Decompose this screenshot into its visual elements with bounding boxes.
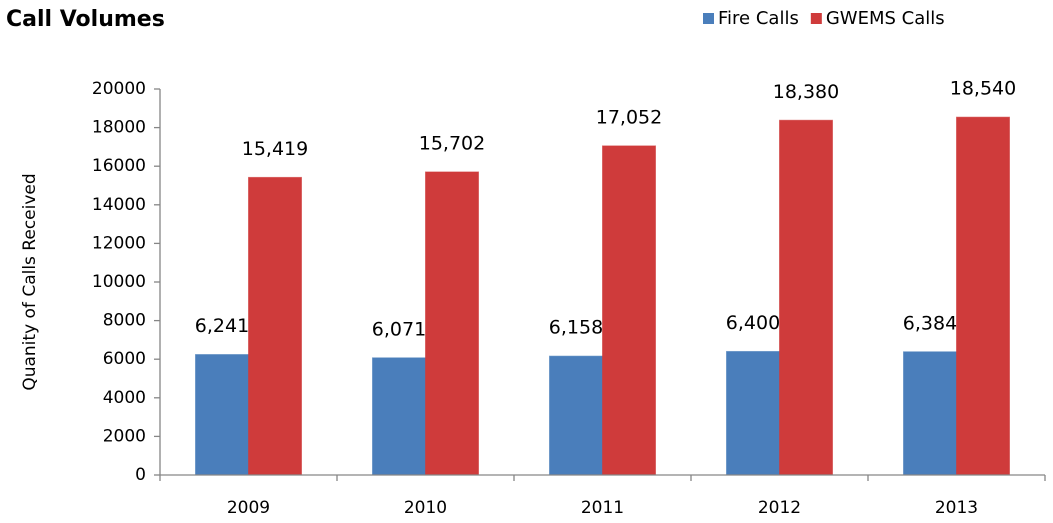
value-label: 18,540	[950, 78, 1016, 100]
y-tick-label: 4000	[103, 388, 146, 408]
y-axis-title: Quanity of Calls Received	[20, 173, 40, 390]
x-tick-label: 2009	[227, 498, 270, 518]
x-tick-label: 2012	[758, 498, 801, 518]
value-label: 6,071	[372, 318, 426, 340]
legend-label: Fire Calls	[718, 8, 799, 29]
legend-label: GWEMS Calls	[826, 8, 945, 29]
y-tick-label: 16000	[92, 156, 146, 176]
y-tick-label: 12000	[92, 233, 146, 253]
value-label: 6,241	[195, 315, 249, 337]
y-tick-label: 0	[135, 465, 146, 485]
value-label: 6,400	[726, 312, 780, 334]
bar	[248, 176, 302, 476]
bar	[956, 116, 1010, 476]
y-tick-label: 20000	[92, 79, 146, 99]
bar	[903, 351, 957, 476]
bar	[779, 119, 833, 476]
bar	[372, 357, 426, 476]
x-tick-label: 2013	[935, 498, 978, 518]
y-tick-label: 14000	[92, 195, 146, 215]
y-tick-label: 6000	[103, 349, 146, 369]
value-label: 15,702	[419, 132, 485, 154]
chart-title: Call Volumes	[6, 7, 165, 32]
value-label: 6,158	[549, 317, 603, 339]
bar	[425, 171, 479, 476]
legend-swatch	[703, 13, 714, 24]
bar	[726, 350, 780, 476]
bar	[195, 354, 249, 476]
legend-swatch	[810, 13, 822, 24]
x-tick-label: 2010	[404, 498, 447, 518]
value-label: 6,384	[903, 312, 957, 334]
y-tick-label: 2000	[103, 426, 146, 446]
y-tick-label: 18000	[92, 118, 146, 138]
value-label: 18,380	[773, 81, 839, 103]
y-tick-label: 10000	[92, 272, 146, 292]
value-label: 15,419	[242, 138, 308, 160]
bar	[602, 145, 656, 476]
y-tick-label: 8000	[103, 311, 146, 331]
bar	[549, 355, 603, 476]
value-label: 17,052	[596, 106, 662, 128]
x-tick-label: 2011	[581, 498, 624, 518]
